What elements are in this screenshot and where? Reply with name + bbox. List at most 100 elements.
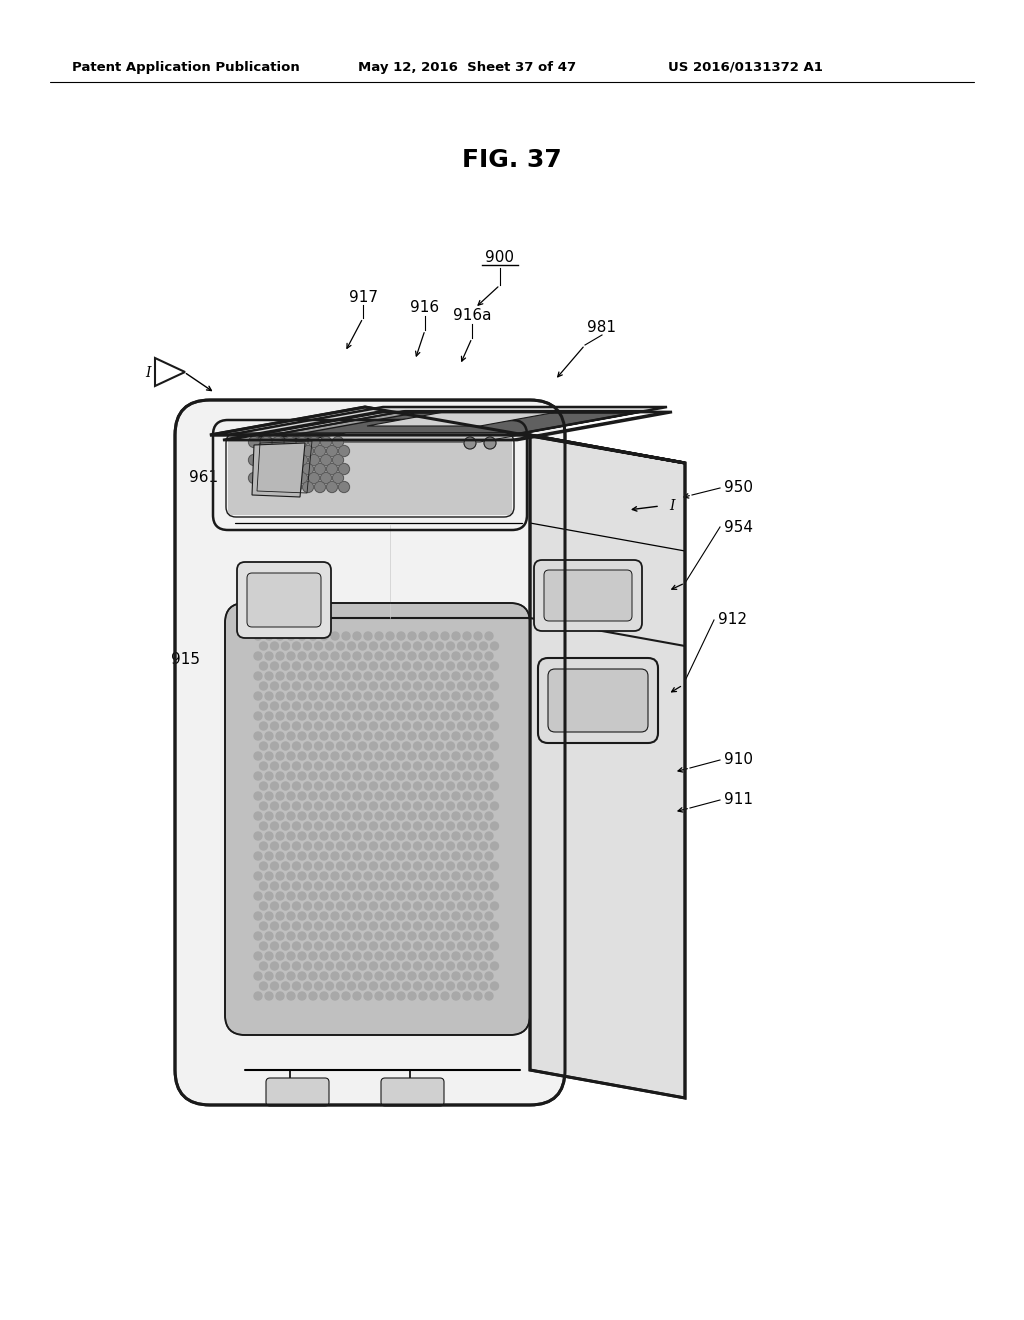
FancyBboxPatch shape [225, 603, 530, 1035]
Circle shape [370, 882, 378, 890]
Circle shape [314, 862, 323, 870]
Circle shape [319, 632, 328, 640]
Circle shape [298, 892, 306, 900]
Circle shape [474, 952, 482, 960]
Circle shape [490, 882, 499, 890]
Circle shape [342, 952, 350, 960]
Circle shape [339, 463, 349, 474]
Circle shape [364, 912, 372, 920]
Circle shape [397, 792, 406, 800]
Circle shape [458, 921, 466, 931]
Circle shape [375, 952, 383, 960]
Circle shape [474, 972, 482, 979]
Circle shape [490, 803, 499, 810]
Circle shape [309, 932, 317, 940]
Circle shape [265, 851, 273, 861]
Circle shape [391, 803, 399, 810]
Circle shape [414, 682, 422, 690]
Circle shape [342, 832, 350, 840]
Circle shape [358, 803, 367, 810]
Circle shape [298, 733, 306, 741]
Circle shape [391, 702, 399, 710]
Circle shape [358, 663, 367, 671]
Circle shape [381, 722, 388, 730]
Circle shape [321, 437, 332, 447]
Circle shape [474, 912, 482, 920]
Circle shape [458, 762, 466, 770]
Circle shape [298, 851, 306, 861]
Circle shape [391, 902, 399, 909]
Circle shape [425, 702, 432, 710]
Circle shape [331, 792, 339, 800]
Circle shape [298, 632, 306, 640]
Circle shape [479, 762, 487, 770]
Circle shape [458, 982, 466, 990]
Circle shape [397, 892, 406, 900]
Circle shape [386, 733, 394, 741]
Circle shape [397, 652, 406, 660]
Circle shape [337, 842, 344, 850]
Circle shape [319, 652, 328, 660]
Circle shape [255, 446, 265, 457]
Circle shape [347, 663, 355, 671]
Circle shape [485, 892, 493, 900]
Text: 912: 912 [718, 612, 746, 627]
Polygon shape [530, 436, 685, 1098]
Circle shape [370, 663, 378, 671]
Circle shape [270, 921, 279, 931]
Circle shape [276, 952, 284, 960]
Circle shape [319, 873, 328, 880]
Circle shape [463, 772, 471, 780]
Circle shape [270, 803, 279, 810]
Circle shape [302, 446, 313, 457]
Circle shape [293, 962, 300, 970]
Circle shape [419, 733, 427, 741]
Circle shape [391, 762, 399, 770]
Circle shape [249, 473, 259, 483]
Circle shape [419, 812, 427, 820]
Circle shape [386, 851, 394, 861]
Circle shape [381, 822, 388, 830]
Circle shape [279, 482, 290, 492]
Circle shape [293, 682, 300, 690]
Circle shape [381, 663, 388, 671]
Circle shape [282, 682, 290, 690]
Circle shape [285, 454, 296, 466]
Circle shape [391, 882, 399, 890]
Circle shape [353, 873, 361, 880]
Circle shape [452, 632, 460, 640]
Circle shape [353, 792, 361, 800]
Circle shape [430, 851, 438, 861]
Circle shape [259, 822, 267, 830]
Circle shape [452, 652, 460, 660]
Circle shape [452, 892, 460, 900]
Circle shape [331, 892, 339, 900]
Circle shape [254, 752, 262, 760]
Circle shape [485, 972, 493, 979]
Text: 950: 950 [724, 480, 753, 495]
Circle shape [326, 982, 334, 990]
Circle shape [319, 733, 328, 741]
Circle shape [414, 902, 422, 909]
Circle shape [425, 862, 432, 870]
Circle shape [397, 873, 406, 880]
Circle shape [452, 733, 460, 741]
Circle shape [446, 982, 455, 990]
Circle shape [397, 733, 406, 741]
Circle shape [327, 463, 338, 474]
Circle shape [358, 862, 367, 870]
Circle shape [254, 832, 262, 840]
Circle shape [435, 921, 443, 931]
Circle shape [441, 733, 449, 741]
Circle shape [265, 952, 273, 960]
Circle shape [419, 652, 427, 660]
Circle shape [291, 463, 301, 474]
Circle shape [337, 822, 344, 830]
Circle shape [490, 702, 499, 710]
Circle shape [463, 952, 471, 960]
Circle shape [458, 702, 466, 710]
Circle shape [319, 993, 328, 1001]
Circle shape [282, 803, 290, 810]
Circle shape [287, 652, 295, 660]
Circle shape [397, 752, 406, 760]
